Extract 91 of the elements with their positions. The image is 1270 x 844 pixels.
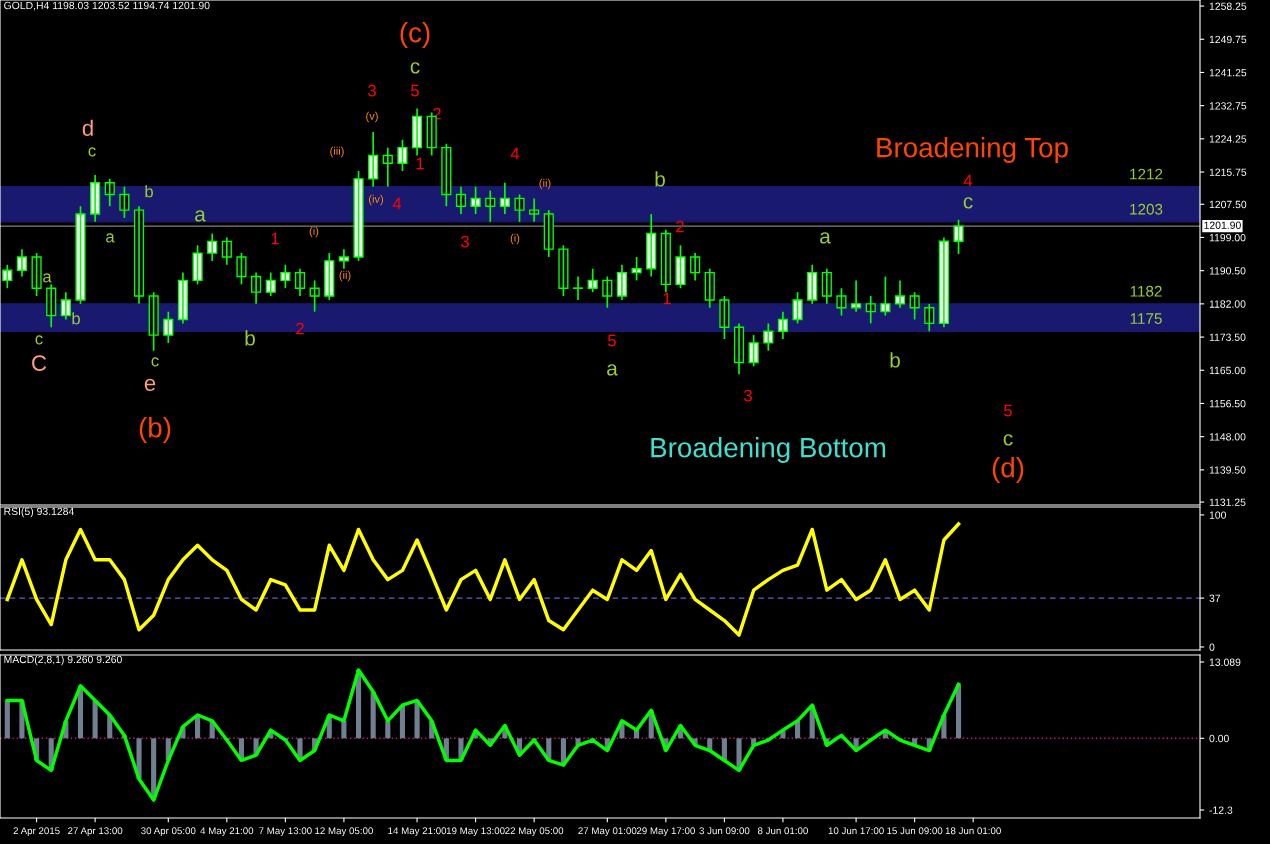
y-tick-label: 1139.50: [1209, 466, 1246, 474]
annotation: 5: [1004, 404, 1012, 417]
ref-line-label: 1203: [1130, 203, 1163, 215]
annotation: 1: [416, 157, 424, 170]
annotation: 2: [296, 322, 304, 335]
annotation: c: [1003, 434, 1013, 446]
annotation: a: [195, 210, 206, 222]
y-tick-label: -12.3: [1209, 806, 1233, 814]
annotation: 4: [392, 197, 402, 210]
annotation: b: [890, 352, 900, 368]
y-tick-label: 100: [1209, 511, 1226, 519]
annotation: 4: [963, 174, 973, 187]
x-tick-label: 19 May 13:00: [446, 827, 505, 837]
annotation: 1: [271, 232, 279, 245]
y-tick-label: 1249.75: [1209, 35, 1247, 44]
annotation: 3: [461, 235, 469, 248]
annotation: c: [410, 62, 420, 74]
x-tick-label: 7 May 13:00: [259, 827, 312, 837]
y-tick-label: 1224.25: [1209, 135, 1247, 143]
annotation: c: [151, 357, 159, 367]
y-tick-label: 1156.50: [1209, 399, 1246, 408]
ref-line-label: 1201.90: [1204, 221, 1241, 229]
annotation: (ii): [339, 270, 351, 282]
annotation: (i): [510, 233, 520, 245]
ref-line-label: 1212: [1130, 168, 1163, 180]
x-tick-label: 30 Apr 05:00: [141, 827, 196, 837]
chart-title: RSI(5) 93.1284: [4, 507, 74, 518]
annotation: Broadening Top: [877, 137, 1068, 163]
annotation: b: [245, 330, 255, 346]
annotation: C: [32, 355, 47, 371]
y-tick-label: 0.00: [1209, 734, 1229, 743]
x-tick-label: 3 Jun 09:00: [699, 827, 750, 835]
annotation: b: [145, 185, 153, 198]
annotation: c: [35, 335, 43, 345]
annotation: 2: [676, 220, 684, 233]
x-tick-label: 8 Jun 01:00: [757, 827, 808, 835]
annotation: (ii): [539, 178, 551, 190]
y-tick-label: 37: [1209, 594, 1221, 602]
x-tick-label: 22 May 05:00: [505, 827, 564, 837]
annotation: a: [106, 233, 115, 243]
y-tick-label: 1165.00: [1209, 366, 1246, 375]
y-tick-label: 1173.50: [1209, 333, 1246, 341]
annotation: 5: [608, 334, 616, 347]
annotation: (c): [400, 22, 430, 48]
annotation: c: [88, 147, 96, 157]
annotation: a: [43, 273, 52, 283]
chart-title: MACD(2,8,1) 9.260 9.260: [4, 655, 122, 666]
ref-line-label: 1182: [1130, 285, 1162, 297]
y-tick-label: 1199.00: [1209, 233, 1246, 242]
annotation: (b): [139, 417, 171, 443]
annotation: (i): [309, 226, 319, 238]
y-tick-label: 1232.75: [1209, 102, 1247, 110]
ref-line-label: 1175: [1130, 313, 1162, 325]
x-tick-label: 27 May 01:00: [578, 827, 637, 837]
annotation: (iv): [368, 194, 384, 206]
y-tick-label: 13.089: [1209, 658, 1241, 666]
annotation: a: [820, 232, 831, 244]
y-tick-label: 1182.00: [1209, 300, 1246, 308]
annotation: a: [607, 364, 618, 376]
annotation: b: [655, 171, 665, 187]
y-tick-label: 1131.25: [1209, 498, 1246, 506]
annotation: 3: [744, 389, 752, 402]
y-tick-label: 1207.50: [1209, 200, 1247, 209]
annotation: e: [144, 378, 156, 391]
y-tick-label: 1215.75: [1209, 168, 1247, 176]
x-tick-label: 14 May 21:00: [388, 827, 447, 837]
x-tick-label: 2 Apr 2015: [13, 827, 60, 837]
annotation: b: [72, 312, 80, 325]
annotation: Broadening Bottom: [651, 437, 886, 463]
chart-title: GOLD,H4 1198.03 1203.52 1194.74 1201.90: [4, 1, 210, 11]
x-tick-label: 15 Jun 09:00: [887, 827, 943, 835]
x-tick-label: 12 May 05:00: [315, 827, 373, 837]
x-tick-label: 18 Jun 01:00: [945, 827, 1001, 835]
y-tick-label: 1148.00: [1209, 433, 1246, 441]
x-tick-label: 10 Jun 17:00: [828, 827, 884, 835]
annotation: 3: [368, 84, 376, 97]
y-tick-label: 0: [1209, 643, 1215, 651]
annotation: (d): [992, 457, 1024, 483]
annotation: (v): [366, 111, 378, 123]
x-tick-label: 29 May 17:00: [636, 827, 695, 837]
annotation: 4: [510, 147, 520, 160]
x-tick-label: 4 May 21:00: [200, 827, 254, 837]
annotation: 1: [663, 292, 671, 305]
y-tick-label: 1258.25: [1209, 2, 1247, 10]
y-tick-label: 1241.25: [1209, 68, 1247, 77]
annotation: 5: [411, 84, 419, 97]
y-tick-label: 1190.50: [1209, 267, 1246, 275]
annotation: (iii): [330, 146, 344, 158]
x-tick-label: 27 Apr 13:00: [68, 827, 123, 837]
annotation: d: [82, 119, 93, 136]
annotation: c: [963, 197, 973, 209]
